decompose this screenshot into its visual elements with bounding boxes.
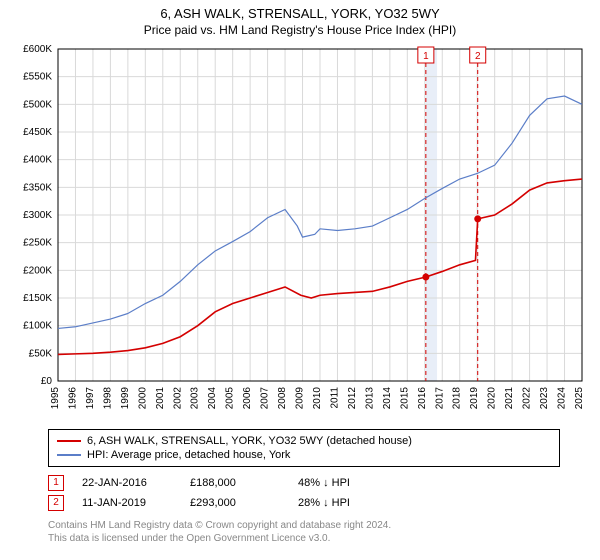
legend-label: HPI: Average price, detached house, York — [87, 449, 290, 461]
svg-text:1995: 1995 — [50, 387, 61, 410]
legend-label: 6, ASH WALK, STRENSALL, YORK, YO32 5WY (… — [87, 435, 412, 447]
footnote-price: £188,000 — [190, 477, 280, 489]
svg-text:£500K: £500K — [23, 99, 52, 110]
svg-text:2025: 2025 — [574, 387, 585, 410]
footnote-delta: 48% ↓ HPI — [298, 477, 388, 489]
footnote-row: 2 11-JAN-2019 £293,000 28% ↓ HPI — [48, 493, 560, 513]
chart-plot-area: £0 £50K £100K £150K £200K £250K £300K £350K £400… — [10, 41, 590, 421]
chart-container: 6, ASH WALK, STRENSALL, YORK, YO32 5WY P… — [0, 0, 600, 560]
svg-text:2004: 2004 — [207, 387, 218, 410]
legend: 6, ASH WALK, STRENSALL, YORK, YO32 5WY (… — [48, 429, 560, 467]
svg-text:1997: 1997 — [85, 387, 96, 410]
footnote-row: 1 22-JAN-2016 £188,000 48% ↓ HPI — [48, 473, 560, 493]
footnote-marker: 1 — [48, 475, 64, 491]
footnote-marker: 2 — [48, 495, 64, 511]
svg-text:2001: 2001 — [155, 387, 166, 410]
legend-swatch — [57, 454, 81, 456]
svg-text:2017: 2017 — [434, 387, 445, 410]
svg-text:2022: 2022 — [522, 387, 533, 410]
svg-text:2007: 2007 — [260, 387, 271, 410]
svg-text:2019: 2019 — [469, 387, 480, 410]
svg-text:2000: 2000 — [137, 387, 148, 410]
svg-text:£100K: £100K — [23, 321, 52, 332]
svg-text:2003: 2003 — [190, 387, 201, 410]
svg-text:2002: 2002 — [172, 387, 183, 410]
footnote-date: 11-JAN-2019 — [82, 497, 172, 509]
svg-text:2010: 2010 — [312, 387, 323, 410]
svg-text:1998: 1998 — [102, 387, 113, 410]
footnotes-table: 1 22-JAN-2016 £188,000 48% ↓ HPI 2 11-JAN-201… — [48, 473, 560, 513]
svg-text:2: 2 — [475, 51, 481, 62]
svg-text:2018: 2018 — [452, 387, 463, 410]
svg-text:1: 1 — [423, 51, 429, 62]
credits: Contains HM Land Registry data © Crown c… — [48, 519, 560, 545]
svg-text:2015: 2015 — [399, 387, 410, 410]
svg-text:2014: 2014 — [382, 387, 393, 410]
svg-text:£350K: £350K — [23, 182, 52, 193]
svg-text:£250K: £250K — [23, 238, 52, 249]
svg-text:2016: 2016 — [417, 387, 428, 410]
credit-line-1: Contains HM Land Registry data © Crown c… — [48, 519, 560, 532]
svg-text:2012: 2012 — [347, 387, 358, 410]
legend-item: HPI: Average price, detached house, York — [57, 448, 551, 462]
svg-text:2020: 2020 — [487, 387, 498, 410]
footnote-date: 22-JAN-2016 — [82, 477, 172, 489]
svg-text:2006: 2006 — [242, 387, 253, 410]
legend-swatch — [57, 440, 81, 442]
chart-title: 6, ASH WALK, STRENSALL, YORK, YO32 5WY — [0, 0, 600, 21]
svg-text:2009: 2009 — [295, 387, 306, 410]
svg-text:£400K: £400K — [23, 155, 52, 166]
svg-text:£300K: £300K — [23, 210, 52, 221]
svg-text:2011: 2011 — [329, 387, 340, 409]
svg-text:£450K: £450K — [23, 127, 52, 138]
svg-text:2005: 2005 — [225, 387, 236, 410]
svg-text:£0: £0 — [41, 376, 53, 387]
svg-text:£600K: £600K — [23, 44, 52, 55]
svg-text:£550K: £550K — [23, 72, 52, 83]
svg-text:£150K: £150K — [23, 293, 52, 304]
legend-item: 6, ASH WALK, STRENSALL, YORK, YO32 5WY (… — [57, 434, 551, 448]
svg-text:2024: 2024 — [557, 387, 568, 410]
svg-text:£200K: £200K — [23, 265, 52, 276]
svg-text:2008: 2008 — [277, 387, 288, 410]
svg-text:1999: 1999 — [120, 387, 131, 410]
line-chart-svg: £0 £50K £100K £150K £200K £250K £300K £350K £400… — [10, 41, 590, 421]
svg-text:£50K: £50K — [29, 348, 53, 359]
footnote-price: £293,000 — [190, 497, 280, 509]
footnote-delta: 28% ↓ HPI — [298, 497, 388, 509]
svg-text:2023: 2023 — [539, 387, 550, 410]
svg-text:1996: 1996 — [67, 387, 78, 410]
credit-line-2: This data is licensed under the Open Gov… — [48, 532, 560, 545]
chart-subtitle: Price paid vs. HM Land Registry's House … — [0, 21, 600, 41]
svg-text:2013: 2013 — [364, 387, 375, 410]
svg-text:2021: 2021 — [504, 387, 515, 410]
